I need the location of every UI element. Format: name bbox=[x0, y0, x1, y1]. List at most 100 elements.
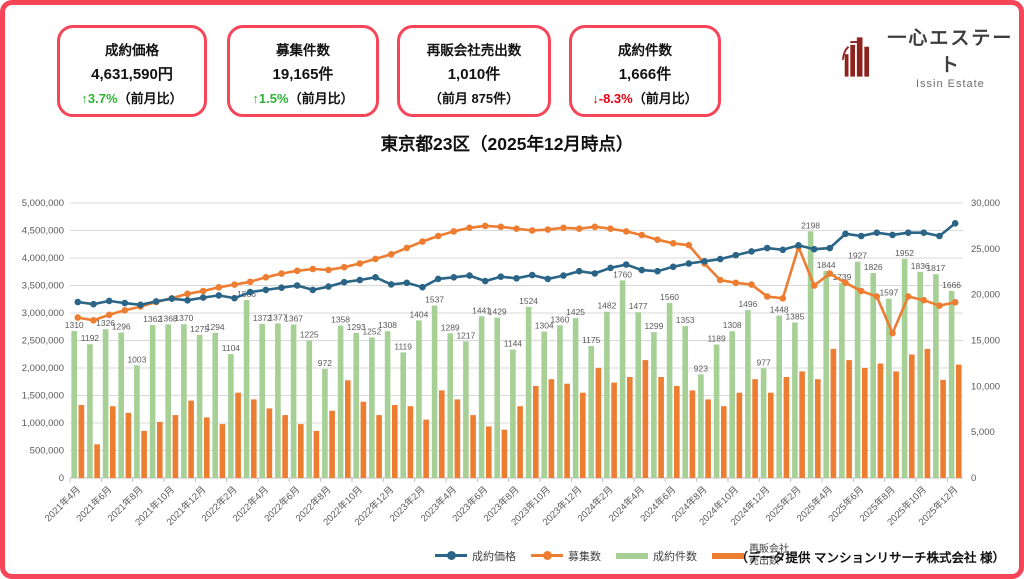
kpi-delta: ↓-8.3% bbox=[592, 91, 633, 106]
kpi-title: 成約価格 bbox=[105, 43, 159, 58]
svg-text:3,000,000: 3,000,000 bbox=[22, 308, 64, 319]
svg-text:1372: 1372 bbox=[253, 313, 272, 323]
svg-text:4,500,000: 4,500,000 bbox=[22, 226, 64, 237]
svg-text:1952: 1952 bbox=[895, 248, 914, 258]
kpi-suffix: （前月 875件） bbox=[428, 91, 520, 106]
svg-text:2,000,000: 2,000,000 bbox=[22, 363, 64, 374]
svg-text:1826: 1826 bbox=[864, 262, 883, 272]
svg-text:1294: 1294 bbox=[206, 322, 225, 332]
svg-text:1377: 1377 bbox=[268, 312, 287, 322]
svg-text:15,000: 15,000 bbox=[971, 336, 1000, 347]
svg-text:1844: 1844 bbox=[817, 260, 836, 270]
svg-text:1225: 1225 bbox=[300, 330, 319, 340]
svg-text:1217: 1217 bbox=[456, 330, 475, 340]
svg-text:1927: 1927 bbox=[848, 251, 867, 261]
svg-text:25,000: 25,000 bbox=[971, 244, 1000, 255]
svg-text:1666: 1666 bbox=[942, 280, 961, 290]
svg-text:10,000: 10,000 bbox=[971, 381, 1000, 392]
kpi-value: 1,010件 bbox=[447, 66, 501, 83]
svg-text:972: 972 bbox=[318, 358, 332, 368]
svg-text:1308: 1308 bbox=[723, 320, 742, 330]
svg-text:1429: 1429 bbox=[488, 307, 507, 317]
kpi-suffix: （前月比） bbox=[288, 91, 354, 106]
svg-text:1477: 1477 bbox=[629, 301, 648, 311]
legend-label: 成約件数 bbox=[653, 550, 697, 563]
svg-text:1370: 1370 bbox=[174, 313, 193, 323]
combo-chart: 0 500,000 1,000,000 1,500,000 2,000,000 2,500… bbox=[22, 198, 1000, 528]
legend-item-price: 成約価格 bbox=[435, 548, 516, 564]
bar-swatch-icon bbox=[712, 552, 744, 559]
line-swatch-icon bbox=[531, 551, 563, 560]
svg-text:1537: 1537 bbox=[425, 295, 444, 305]
bars-contract-count bbox=[71, 231, 955, 478]
svg-text:1482: 1482 bbox=[597, 301, 616, 311]
svg-text:1524: 1524 bbox=[519, 296, 538, 306]
building-icon bbox=[841, 36, 870, 77]
svg-text:1144: 1144 bbox=[504, 339, 523, 349]
kpi-card-contract-price: 成約価格 4,631,590円 ↑3.7%（前月比） bbox=[57, 25, 207, 117]
svg-text:1368: 1368 bbox=[159, 313, 178, 323]
svg-text:1760: 1760 bbox=[613, 269, 632, 279]
svg-text:2,500,000: 2,500,000 bbox=[22, 336, 64, 347]
svg-text:5,000,000: 5,000,000 bbox=[22, 198, 64, 209]
svg-text:1293: 1293 bbox=[347, 322, 366, 332]
company-logo: 一心エステート Issin Estate bbox=[841, 23, 1019, 90]
kpi-value: 1,666件 bbox=[618, 66, 672, 83]
svg-text:1425: 1425 bbox=[566, 307, 585, 317]
svg-text:1192: 1192 bbox=[81, 333, 100, 343]
kpi-title: 募集件数 bbox=[276, 43, 330, 58]
svg-text:1299: 1299 bbox=[644, 321, 663, 331]
svg-text:1189: 1189 bbox=[707, 334, 726, 344]
svg-text:1175: 1175 bbox=[582, 335, 601, 345]
kpi-delta: ↑1.5% bbox=[252, 91, 289, 106]
svg-text:2198: 2198 bbox=[801, 220, 820, 230]
svg-text:1360: 1360 bbox=[550, 314, 569, 324]
line-contract-price bbox=[74, 220, 959, 309]
svg-text:1362: 1362 bbox=[143, 314, 162, 324]
legend-label: 募集数 bbox=[568, 550, 601, 563]
kpi-card-listings: 募集件数 19,165件 ↑1.5%（前月比） bbox=[227, 25, 379, 117]
legend-label: 成約価格 bbox=[472, 550, 516, 563]
chart-legend: 成約価格 募集数 成約件数 再販会社 売出数 bbox=[435, 544, 789, 567]
kpi-change: ↑1.5%（前月比） bbox=[230, 88, 376, 107]
svg-text:20,000: 20,000 bbox=[971, 290, 1000, 301]
kpi-title: 成約件数 bbox=[618, 43, 672, 58]
svg-text:1739: 1739 bbox=[832, 272, 851, 282]
svg-text:1310: 1310 bbox=[65, 320, 84, 330]
brand-name-en: Issin Estate bbox=[915, 78, 985, 90]
svg-text:1,500,000: 1,500,000 bbox=[22, 391, 64, 402]
svg-text:3,500,000: 3,500,000 bbox=[22, 281, 64, 292]
svg-text:1367: 1367 bbox=[284, 314, 303, 324]
kpi-change: ↓-8.3%（前月比） bbox=[572, 88, 718, 107]
svg-text:1404: 1404 bbox=[409, 309, 428, 319]
kpi-suffix: （前月比） bbox=[632, 91, 698, 106]
svg-text:977: 977 bbox=[757, 357, 771, 367]
svg-text:0: 0 bbox=[971, 473, 976, 484]
svg-text:1119: 1119 bbox=[394, 341, 412, 351]
kpi-suffix: （前月比） bbox=[117, 91, 183, 106]
kpi-delta: ↑3.7% bbox=[81, 91, 118, 106]
svg-text:1326: 1326 bbox=[96, 318, 115, 328]
svg-text:500,000: 500,000 bbox=[30, 446, 64, 457]
svg-text:1358: 1358 bbox=[331, 315, 350, 325]
brand-name: 一心エステート bbox=[887, 28, 1014, 76]
kpi-change: ↑3.7%（前月比） bbox=[60, 88, 204, 107]
svg-text:1289: 1289 bbox=[441, 322, 460, 332]
legend-item-contracts: 成約件数 bbox=[616, 548, 697, 564]
svg-text:5,000: 5,000 bbox=[971, 427, 995, 438]
svg-text:1441: 1441 bbox=[472, 305, 491, 315]
svg-text:1560: 1560 bbox=[660, 292, 679, 302]
kpi-value: 4,631,590円 bbox=[91, 66, 173, 83]
svg-text:923: 923 bbox=[694, 363, 708, 373]
svg-text:1304: 1304 bbox=[535, 321, 554, 331]
svg-text:0: 0 bbox=[59, 473, 64, 484]
y-axis-left-labels: 0 500,000 1,000,000 1,500,000 2,000,000 2,500… bbox=[22, 198, 64, 484]
kpi-card-contract-count: 成約件数 1,666件 ↓-8.3%（前月比） bbox=[569, 25, 721, 117]
svg-text:1496: 1496 bbox=[738, 299, 757, 309]
y-axis-right-labels: 0 5,000 10,000 15,000 20,000 25,000 30,000 bbox=[971, 198, 1000, 484]
svg-text:1817: 1817 bbox=[926, 263, 945, 273]
data-credit: （データ提供 マンションリサーチ株式会社 様） bbox=[735, 551, 1005, 565]
svg-text:1296: 1296 bbox=[112, 322, 131, 332]
x-axis-labels: 2021年4月2021年6月2021年8月2021年10月2021年12月202… bbox=[42, 484, 960, 528]
